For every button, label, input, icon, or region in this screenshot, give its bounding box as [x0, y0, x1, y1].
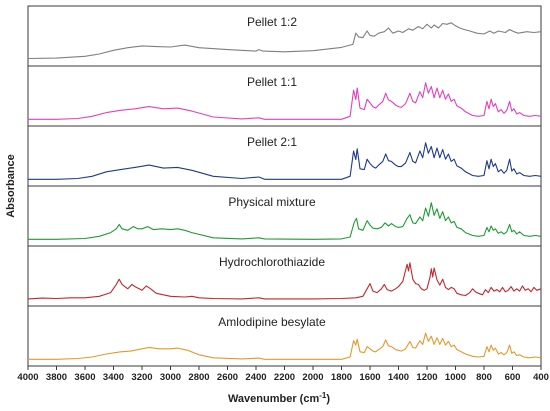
- spectrum-line: [27, 22, 542, 60]
- spectrum-panel: Pellet 1:1: [27, 65, 542, 127]
- spectrum-line: [28, 202, 542, 240]
- y-axis-title: Absorbance: [5, 154, 17, 218]
- x-tick-label: 1600: [359, 372, 380, 383]
- x-tick-label: 2400: [245, 372, 266, 383]
- x-tick-label: 2600: [217, 372, 238, 383]
- x-tick-label: 3400: [103, 372, 124, 383]
- series-label: Amlodipine besylate: [218, 315, 326, 329]
- x-tick-label: 1800: [331, 372, 352, 383]
- spectrum-line: [28, 142, 542, 180]
- x-tick-label: 1000: [445, 372, 466, 383]
- x-tick-label: 3800: [46, 372, 67, 383]
- spectrum-line: [28, 332, 542, 360]
- series-label: Physical mixture: [228, 195, 316, 209]
- x-tick-label: 2200: [274, 372, 295, 383]
- x-axis: 4000 3800 3600 3400 3200 3000 2800 2600 2400 2200…: [17, 366, 549, 383]
- x-tick-label: 3200: [131, 372, 152, 383]
- spectrum-line: [27, 262, 542, 300]
- x-tick-label: 1200: [416, 372, 437, 383]
- spectrum-line: [28, 82, 542, 120]
- x-axis-title: Wavenumber (cm-1): [228, 391, 330, 405]
- x-tick-label: 3000: [160, 372, 181, 383]
- x-tick-label: 400: [533, 372, 549, 383]
- series-label: Pellet 1:2: [247, 15, 297, 29]
- x-tick-label: 2800: [188, 372, 209, 383]
- series-label: Pellet 2:1: [247, 135, 297, 149]
- spectrum-panel: Hydrochlorothiazide: [27, 245, 542, 307]
- stacked-panels: Pellet 1:2 Pellet 1:1 Pellet 2:1 Physical m…: [27, 5, 542, 367]
- x-tick-label: 600: [505, 372, 521, 383]
- x-tick-label: 3600: [74, 372, 95, 383]
- series-label: Pellet 1:1: [247, 75, 297, 89]
- x-tick-label: 2000: [302, 372, 323, 383]
- spectrum-panel: Pellet 1:2: [27, 5, 542, 67]
- spectrum-panel: Physical mixture: [27, 185, 542, 247]
- x-tick-label: 800: [476, 372, 492, 383]
- x-tick-label: 4000: [17, 372, 38, 383]
- x-tick-label: 1400: [388, 372, 409, 383]
- series-label: Hydrochlorothiazide: [219, 255, 325, 269]
- spectrum-panel: Pellet 2:1: [27, 125, 542, 187]
- spectrum-panel: Amlodipine besylate: [27, 305, 542, 367]
